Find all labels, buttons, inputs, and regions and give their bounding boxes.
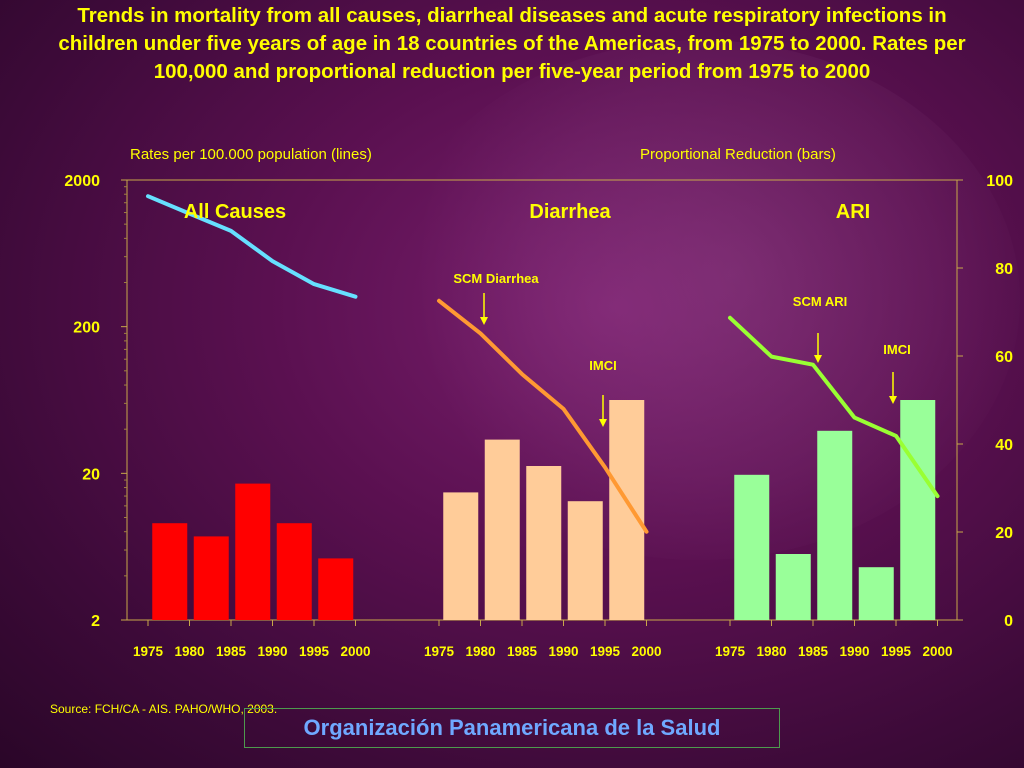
bar: [567, 501, 603, 620]
annotation-label: IMCI: [883, 342, 910, 357]
source-note: Source: FCH/CA - AIS. PAHO/WHO, 2003.: [50, 702, 278, 716]
organization-banner: Organización Panamericana de la Salud: [244, 708, 780, 748]
mortality-chart: Rates per 100.000 population (lines) Pro…: [64, 146, 1013, 659]
right-tick-label: 40: [995, 437, 1013, 454]
year-tick-label: 2000: [340, 644, 370, 659]
year-tick-label: 1980: [174, 644, 204, 659]
year-tick-label: 1980: [465, 644, 495, 659]
rate-line: [728, 315, 940, 499]
annotation-arrowhead: [889, 396, 897, 404]
left-tick-label: 20: [82, 466, 100, 483]
year-tick-label: 1985: [216, 644, 247, 659]
left-axis-label: Rates per 100.000 population (lines): [130, 146, 372, 163]
bar: [318, 558, 354, 620]
year-tick-label: 1985: [507, 644, 538, 659]
right-tick-label: 80: [995, 261, 1013, 278]
right-tick-label: 100: [986, 173, 1013, 190]
annotation-arrowhead: [814, 355, 822, 363]
year-tick-label: 1990: [257, 644, 287, 659]
bar: [817, 430, 853, 620]
bar: [734, 474, 770, 620]
annotation-label: SCM ARI: [793, 294, 847, 309]
annotation-label: IMCI: [589, 358, 616, 373]
year-tick-label: 1995: [881, 644, 912, 659]
left-tick-label: 2: [91, 613, 100, 630]
bar: [193, 536, 229, 620]
year-tick-label: 2000: [922, 644, 952, 659]
bar: [900, 400, 936, 620]
year-tick-label: 1995: [590, 644, 621, 659]
right-tick-label: 0: [1004, 613, 1013, 630]
panel-title: Diarrhea: [529, 201, 611, 223]
year-tick-label: 1990: [548, 644, 578, 659]
left-tick-label: 200: [73, 320, 100, 337]
bar: [443, 492, 479, 620]
annotation-arrowhead: [480, 317, 488, 325]
bar: [276, 523, 312, 620]
bar: [235, 483, 271, 620]
year-tick-label: 1990: [839, 644, 869, 659]
panel-title: ARI: [836, 201, 870, 223]
chart-title: Trends in mortality from all causes, dia…: [58, 4, 966, 83]
annotation-arrowhead: [599, 419, 607, 427]
year-tick-label: 2000: [631, 644, 661, 659]
year-tick-label: 1975: [133, 644, 164, 659]
bar: [609, 400, 645, 620]
panel-title: All Causes: [184, 201, 286, 223]
year-tick-label: 1980: [756, 644, 786, 659]
bar: [775, 554, 811, 620]
year-tick-label: 1975: [424, 644, 455, 659]
year-tick-label: 1985: [798, 644, 829, 659]
bar: [484, 439, 520, 620]
right-axis-label: Proportional Reduction (bars): [640, 146, 836, 163]
year-tick-label: 1995: [299, 644, 330, 659]
annotation-label: SCM Diarrhea: [453, 271, 539, 286]
rate-line: [146, 194, 358, 299]
right-tick-label: 60: [995, 349, 1013, 366]
left-tick-label: 2000: [64, 173, 100, 190]
rate-line: [437, 298, 649, 534]
bar: [526, 466, 562, 620]
year-tick-label: 1975: [715, 644, 746, 659]
bar: [858, 567, 894, 620]
bar: [152, 523, 188, 620]
right-tick-label: 20: [995, 525, 1013, 542]
